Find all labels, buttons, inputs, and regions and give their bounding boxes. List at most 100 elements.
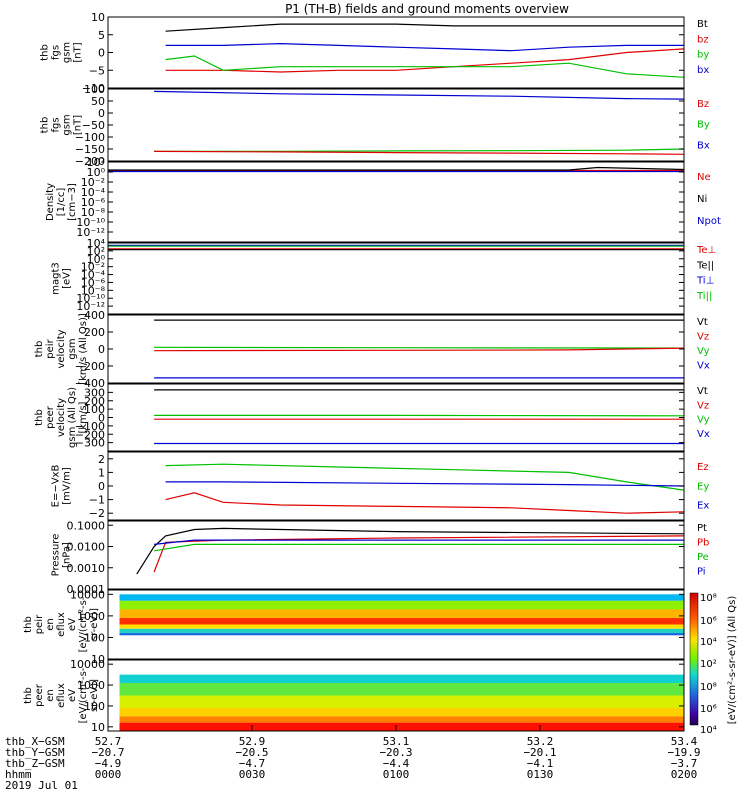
colorbar-tick-label: 10⁶ xyxy=(700,704,717,715)
y-axis-label: eV xyxy=(67,618,78,631)
x-axis-row-label: thb_X−GSM xyxy=(5,735,65,748)
y-tick-label: −50 xyxy=(82,119,105,132)
x-axis-value: 53.4 xyxy=(671,735,698,748)
series-line-pi xyxy=(154,539,684,545)
y-axis-label: magt3 xyxy=(51,262,62,295)
legend-entry-npot: Npot xyxy=(697,216,721,227)
y-tick-label: 1 xyxy=(98,466,105,479)
panel-frame xyxy=(107,520,685,590)
y-tick-label: 10000 xyxy=(70,588,105,601)
y-tick-label: −1 xyxy=(89,494,105,507)
panel-8: 0.1000 0.0100 0.0010 0.0001 Pressure [nPa] Pt P… xyxy=(51,519,710,596)
y-axis-label: thb xyxy=(40,44,51,61)
y-tick-label: 10⁻¹² xyxy=(76,300,105,313)
panel-frame xyxy=(107,16,685,89)
colorbar-tick-label: 10⁸ xyxy=(700,593,717,604)
y-axis-label: [km/s] xyxy=(78,401,89,433)
x-axis-value: −19.9 xyxy=(667,746,700,759)
x-axis-value: −4.9 xyxy=(95,757,122,770)
legend-entry-by: By xyxy=(697,120,710,131)
panel-10: 10000 1000 100 10 thb peer en eflux eV [eV/(cm²-s… xyxy=(23,658,685,734)
y-tick-label: −2 xyxy=(89,507,105,520)
y-tick-label: −200 xyxy=(75,360,105,373)
legend-entry-ex: Ex xyxy=(697,501,709,512)
y-tick-label: −200 xyxy=(75,155,105,168)
legend-entry-bz: bz xyxy=(697,34,709,45)
y-tick-label: 0 xyxy=(98,480,105,493)
legend-entry-vy: Vy xyxy=(697,415,710,426)
y-tick-label: −100 xyxy=(75,420,105,433)
y-axis-label: thb xyxy=(34,409,45,426)
y-tick-label: −400 xyxy=(75,377,105,390)
y-tick-label: 10000 xyxy=(70,658,105,671)
legend-entry-ti⊥: Ti⊥ xyxy=(696,276,714,287)
spectrogram-band-6 xyxy=(119,628,684,634)
y-tick-label: 400 xyxy=(84,309,105,322)
series-line-bx xyxy=(154,90,685,100)
y-axis-label: eflux xyxy=(56,612,67,637)
legend-entry-ti||: Ti|| xyxy=(696,291,712,302)
legend-entry-vy: Vy xyxy=(697,346,710,357)
legend-entry-ne: Ne xyxy=(697,172,711,183)
y-tick-label: 10⁻⁶ xyxy=(81,196,106,209)
series-line-pt xyxy=(136,527,685,575)
y-axis-label: gsm xyxy=(62,42,73,63)
y-tick-label: 10⁻¹⁰ xyxy=(76,292,105,305)
y-axis-label: [1/cc] xyxy=(56,188,67,217)
colorbar-tick-label: 10² xyxy=(700,659,717,670)
x-axis-row-label: thb_Z−GSM xyxy=(5,757,65,770)
colorbar: 10⁸ 10⁶ 10⁴ 10² 10⁸ 10⁶ 10⁴ [eV/(cm²-s-sr-eV)] … xyxy=(689,592,738,736)
spectrogram-band-1 xyxy=(119,674,684,683)
y-tick-label: 0 xyxy=(98,343,105,356)
y-axis-label: peer xyxy=(34,683,45,707)
x-axis-footer: thb_X−GSM 52.7 52.9 53.1 53.2 53.4 thb_Y−GSM −2… xyxy=(5,725,701,792)
x-axis-value: 52.9 xyxy=(239,735,266,748)
x-axis-value: 52.7 xyxy=(95,735,122,748)
y-axis-label: Pressure xyxy=(51,534,62,577)
y-tick-label: 0 xyxy=(98,107,105,120)
panel-frame xyxy=(107,383,685,452)
y-axis-label: [eV/(cm²-s- xyxy=(78,596,89,652)
y-tick-label: −300 xyxy=(75,437,105,450)
y-tick-label: 10⁰ xyxy=(87,166,106,179)
panel-frame xyxy=(107,451,685,521)
date-label: 2019 Jul 01 xyxy=(5,779,78,792)
y-axis-label: thb xyxy=(34,341,45,358)
y-tick-label: 10² xyxy=(87,245,105,258)
spectrogram-band-6 xyxy=(119,722,684,731)
series-line-vy xyxy=(154,346,685,349)
series-line-bz xyxy=(154,150,685,155)
y-axis-label: thb xyxy=(23,616,34,633)
y-tick-label: 10⁻⁸ xyxy=(81,284,106,297)
series-line-vz xyxy=(154,347,685,352)
x-axis-row-label: thb_Y−GSM xyxy=(5,746,65,759)
spectrogram-band-5 xyxy=(119,716,684,723)
y-axis-label: en xyxy=(45,689,56,702)
y-tick-label: 10⁻¹² xyxy=(76,226,105,239)
legend-entry-vt: Vt xyxy=(697,317,708,328)
legend-entry-te||: Te|| xyxy=(696,260,714,271)
y-tick-label: −5 xyxy=(89,64,105,77)
legend-entry-vx: Vx xyxy=(697,429,710,440)
spectrogram-band-4 xyxy=(119,708,684,717)
y-axis-label: fgs xyxy=(51,117,62,132)
colorbar-gradient xyxy=(689,592,699,726)
y-axis-label: sr-eV)] xyxy=(89,679,100,712)
y-tick-label: 100 xyxy=(84,631,105,644)
spectrogram-band-3 xyxy=(119,695,684,709)
y-tick-label: 0.0010 xyxy=(67,562,106,575)
colorbar-tick-label: 10⁴ xyxy=(700,725,717,736)
panel-5: 400 200 0 −200 −400 thb peir velocity gsm [km/s (… xyxy=(34,309,710,390)
panel-frame xyxy=(107,242,685,315)
y-tick-label: 10⁻² xyxy=(81,261,105,274)
y-tick-label: −200 xyxy=(75,428,105,441)
x-axis-value: 0100 xyxy=(383,768,410,781)
legend-entry-vt: Vt xyxy=(697,386,708,397)
y-tick-label: 10 xyxy=(91,721,105,734)
y-axis-label: peir xyxy=(45,338,56,358)
series-line-pb xyxy=(153,535,685,573)
y-tick-label: −10 xyxy=(82,82,105,95)
x-axis-value: −20.7 xyxy=(91,746,124,759)
